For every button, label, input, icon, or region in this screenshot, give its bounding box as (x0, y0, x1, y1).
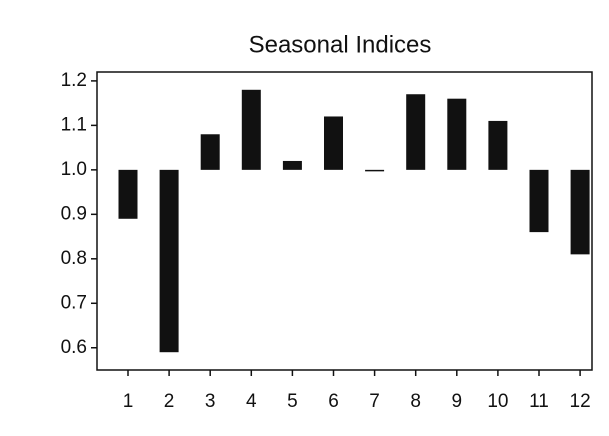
x-tick-label: 11 (529, 391, 549, 412)
x-tick-label: 1 (123, 391, 134, 412)
x-tick-label: 12 (570, 391, 591, 412)
page: Seasonal Indices 0.60.70.80.91.01.11.212… (0, 0, 609, 436)
bar (283, 161, 302, 170)
x-tick-label: 7 (369, 391, 380, 412)
bar (242, 90, 261, 170)
y-tick-label: 1.0 (61, 159, 87, 180)
bar (324, 116, 343, 169)
y-tick-label: 0.7 (61, 292, 87, 313)
y-tick-label: 0.8 (61, 248, 87, 269)
bar (571, 170, 590, 255)
y-tick-label: 1.1 (61, 114, 87, 135)
bar (488, 121, 507, 170)
x-tick-label: 9 (452, 391, 463, 412)
y-tick-label: 0.9 (61, 203, 87, 224)
x-tick-label: 4 (246, 391, 257, 412)
y-tick-label: 1.2 (61, 70, 87, 91)
bar (530, 170, 549, 232)
chart-title: Seasonal Indices (249, 31, 432, 58)
x-tick-label: 10 (487, 391, 508, 412)
bar (119, 170, 138, 219)
chart: Seasonal Indices 0.60.70.80.91.01.11.212… (0, 0, 609, 436)
x-tick-label: 8 (410, 391, 421, 412)
x-tick-label: 2 (164, 391, 175, 412)
x-tick-label: 3 (205, 391, 216, 412)
bar (160, 170, 179, 352)
y-tick-label: 0.6 (61, 337, 87, 358)
x-tick-label: 6 (328, 391, 339, 412)
bar (447, 99, 466, 170)
bar (406, 94, 425, 170)
bar (365, 170, 384, 172)
x-tick-label: 5 (287, 391, 298, 412)
bar (201, 134, 220, 170)
